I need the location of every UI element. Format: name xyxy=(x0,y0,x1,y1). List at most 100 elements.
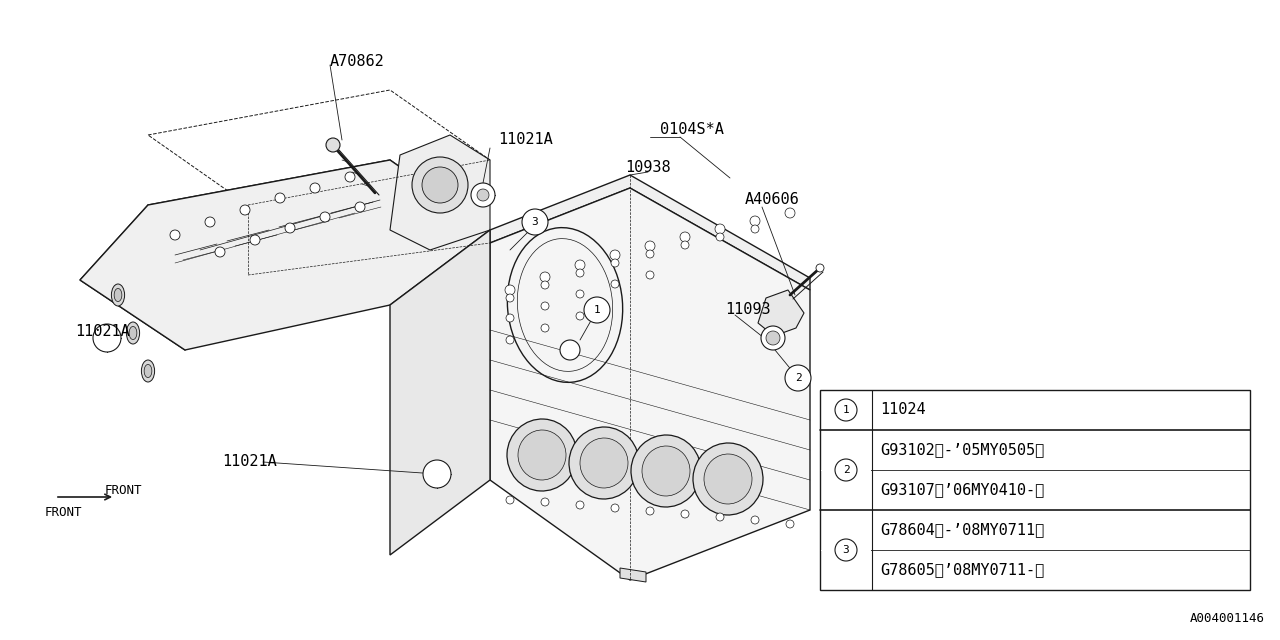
Polygon shape xyxy=(148,160,490,275)
Circle shape xyxy=(716,233,724,241)
Circle shape xyxy=(215,247,225,257)
Circle shape xyxy=(576,269,584,277)
Circle shape xyxy=(471,183,495,207)
Ellipse shape xyxy=(141,360,155,382)
Circle shape xyxy=(275,193,285,203)
Circle shape xyxy=(170,230,180,240)
Circle shape xyxy=(785,208,795,218)
Circle shape xyxy=(477,189,489,201)
Circle shape xyxy=(786,520,794,528)
Text: 1: 1 xyxy=(842,405,850,415)
Circle shape xyxy=(250,235,260,245)
Polygon shape xyxy=(79,205,248,350)
Circle shape xyxy=(576,290,584,298)
Ellipse shape xyxy=(518,430,566,480)
Circle shape xyxy=(93,324,122,352)
Circle shape xyxy=(320,212,330,222)
Circle shape xyxy=(541,281,549,289)
Circle shape xyxy=(785,365,812,391)
Circle shape xyxy=(646,250,654,258)
Circle shape xyxy=(611,259,620,267)
Circle shape xyxy=(716,224,724,234)
Text: FRONT: FRONT xyxy=(45,506,82,520)
Text: A004001146: A004001146 xyxy=(1190,612,1265,625)
Text: 2: 2 xyxy=(795,373,801,383)
Ellipse shape xyxy=(145,364,152,378)
Circle shape xyxy=(355,202,365,212)
Circle shape xyxy=(835,399,858,421)
Circle shape xyxy=(541,498,549,506)
Ellipse shape xyxy=(704,454,753,504)
Text: G93102（-’05MY0505）: G93102（-’05MY0505） xyxy=(881,442,1044,458)
Circle shape xyxy=(835,459,858,481)
Circle shape xyxy=(611,250,620,260)
Circle shape xyxy=(646,507,654,515)
Circle shape xyxy=(611,504,620,512)
Ellipse shape xyxy=(692,443,763,515)
Text: 1: 1 xyxy=(594,305,600,315)
Circle shape xyxy=(576,312,584,320)
Ellipse shape xyxy=(129,326,137,340)
Circle shape xyxy=(762,326,785,350)
Circle shape xyxy=(346,172,355,182)
Circle shape xyxy=(576,501,584,509)
Ellipse shape xyxy=(570,427,639,499)
Circle shape xyxy=(506,336,515,344)
Circle shape xyxy=(541,324,549,332)
Text: 11093: 11093 xyxy=(724,303,771,317)
Circle shape xyxy=(241,205,250,215)
Ellipse shape xyxy=(111,284,124,306)
Text: G78605（’08MY0711-）: G78605（’08MY0711-） xyxy=(881,563,1044,577)
Text: G78604（-’08MY0711）: G78604（-’08MY0711） xyxy=(881,522,1044,538)
Circle shape xyxy=(506,285,515,295)
Ellipse shape xyxy=(114,289,122,301)
Ellipse shape xyxy=(580,438,628,488)
Circle shape xyxy=(835,539,858,561)
Circle shape xyxy=(681,510,689,518)
Circle shape xyxy=(680,232,690,242)
Circle shape xyxy=(611,280,620,288)
Circle shape xyxy=(645,241,655,251)
Circle shape xyxy=(310,183,320,193)
Text: 10938: 10938 xyxy=(625,161,671,175)
Circle shape xyxy=(584,297,611,323)
Polygon shape xyxy=(390,230,490,555)
Ellipse shape xyxy=(127,322,140,344)
Text: 11021A: 11021A xyxy=(76,324,129,339)
Polygon shape xyxy=(758,290,804,336)
Text: 11021A: 11021A xyxy=(498,132,553,147)
Circle shape xyxy=(765,331,780,345)
Circle shape xyxy=(646,271,654,279)
Ellipse shape xyxy=(507,419,577,491)
Text: 11021A: 11021A xyxy=(221,454,276,470)
Polygon shape xyxy=(79,160,490,350)
Circle shape xyxy=(422,167,458,203)
Circle shape xyxy=(506,314,515,322)
Polygon shape xyxy=(490,175,810,290)
Ellipse shape xyxy=(643,446,690,496)
Circle shape xyxy=(817,264,824,272)
Text: 3: 3 xyxy=(842,545,850,555)
Circle shape xyxy=(681,241,689,249)
Circle shape xyxy=(751,225,759,233)
Circle shape xyxy=(506,294,515,302)
Text: 0104S*A: 0104S*A xyxy=(660,122,724,138)
Bar xyxy=(820,390,1251,590)
Circle shape xyxy=(751,516,759,524)
Text: G93107（’06MY0410-）: G93107（’06MY0410-） xyxy=(881,483,1044,497)
Circle shape xyxy=(422,460,451,488)
Text: A40606: A40606 xyxy=(745,193,800,207)
Text: 3: 3 xyxy=(531,217,539,227)
Ellipse shape xyxy=(631,435,701,507)
Circle shape xyxy=(522,209,548,235)
Circle shape xyxy=(506,496,515,504)
Circle shape xyxy=(285,223,294,233)
Text: A70862: A70862 xyxy=(330,54,385,70)
Circle shape xyxy=(716,513,724,521)
Circle shape xyxy=(412,157,468,213)
Circle shape xyxy=(541,302,549,310)
Text: 11024: 11024 xyxy=(881,403,925,417)
Polygon shape xyxy=(490,188,810,580)
Circle shape xyxy=(750,216,760,226)
Circle shape xyxy=(540,272,550,282)
